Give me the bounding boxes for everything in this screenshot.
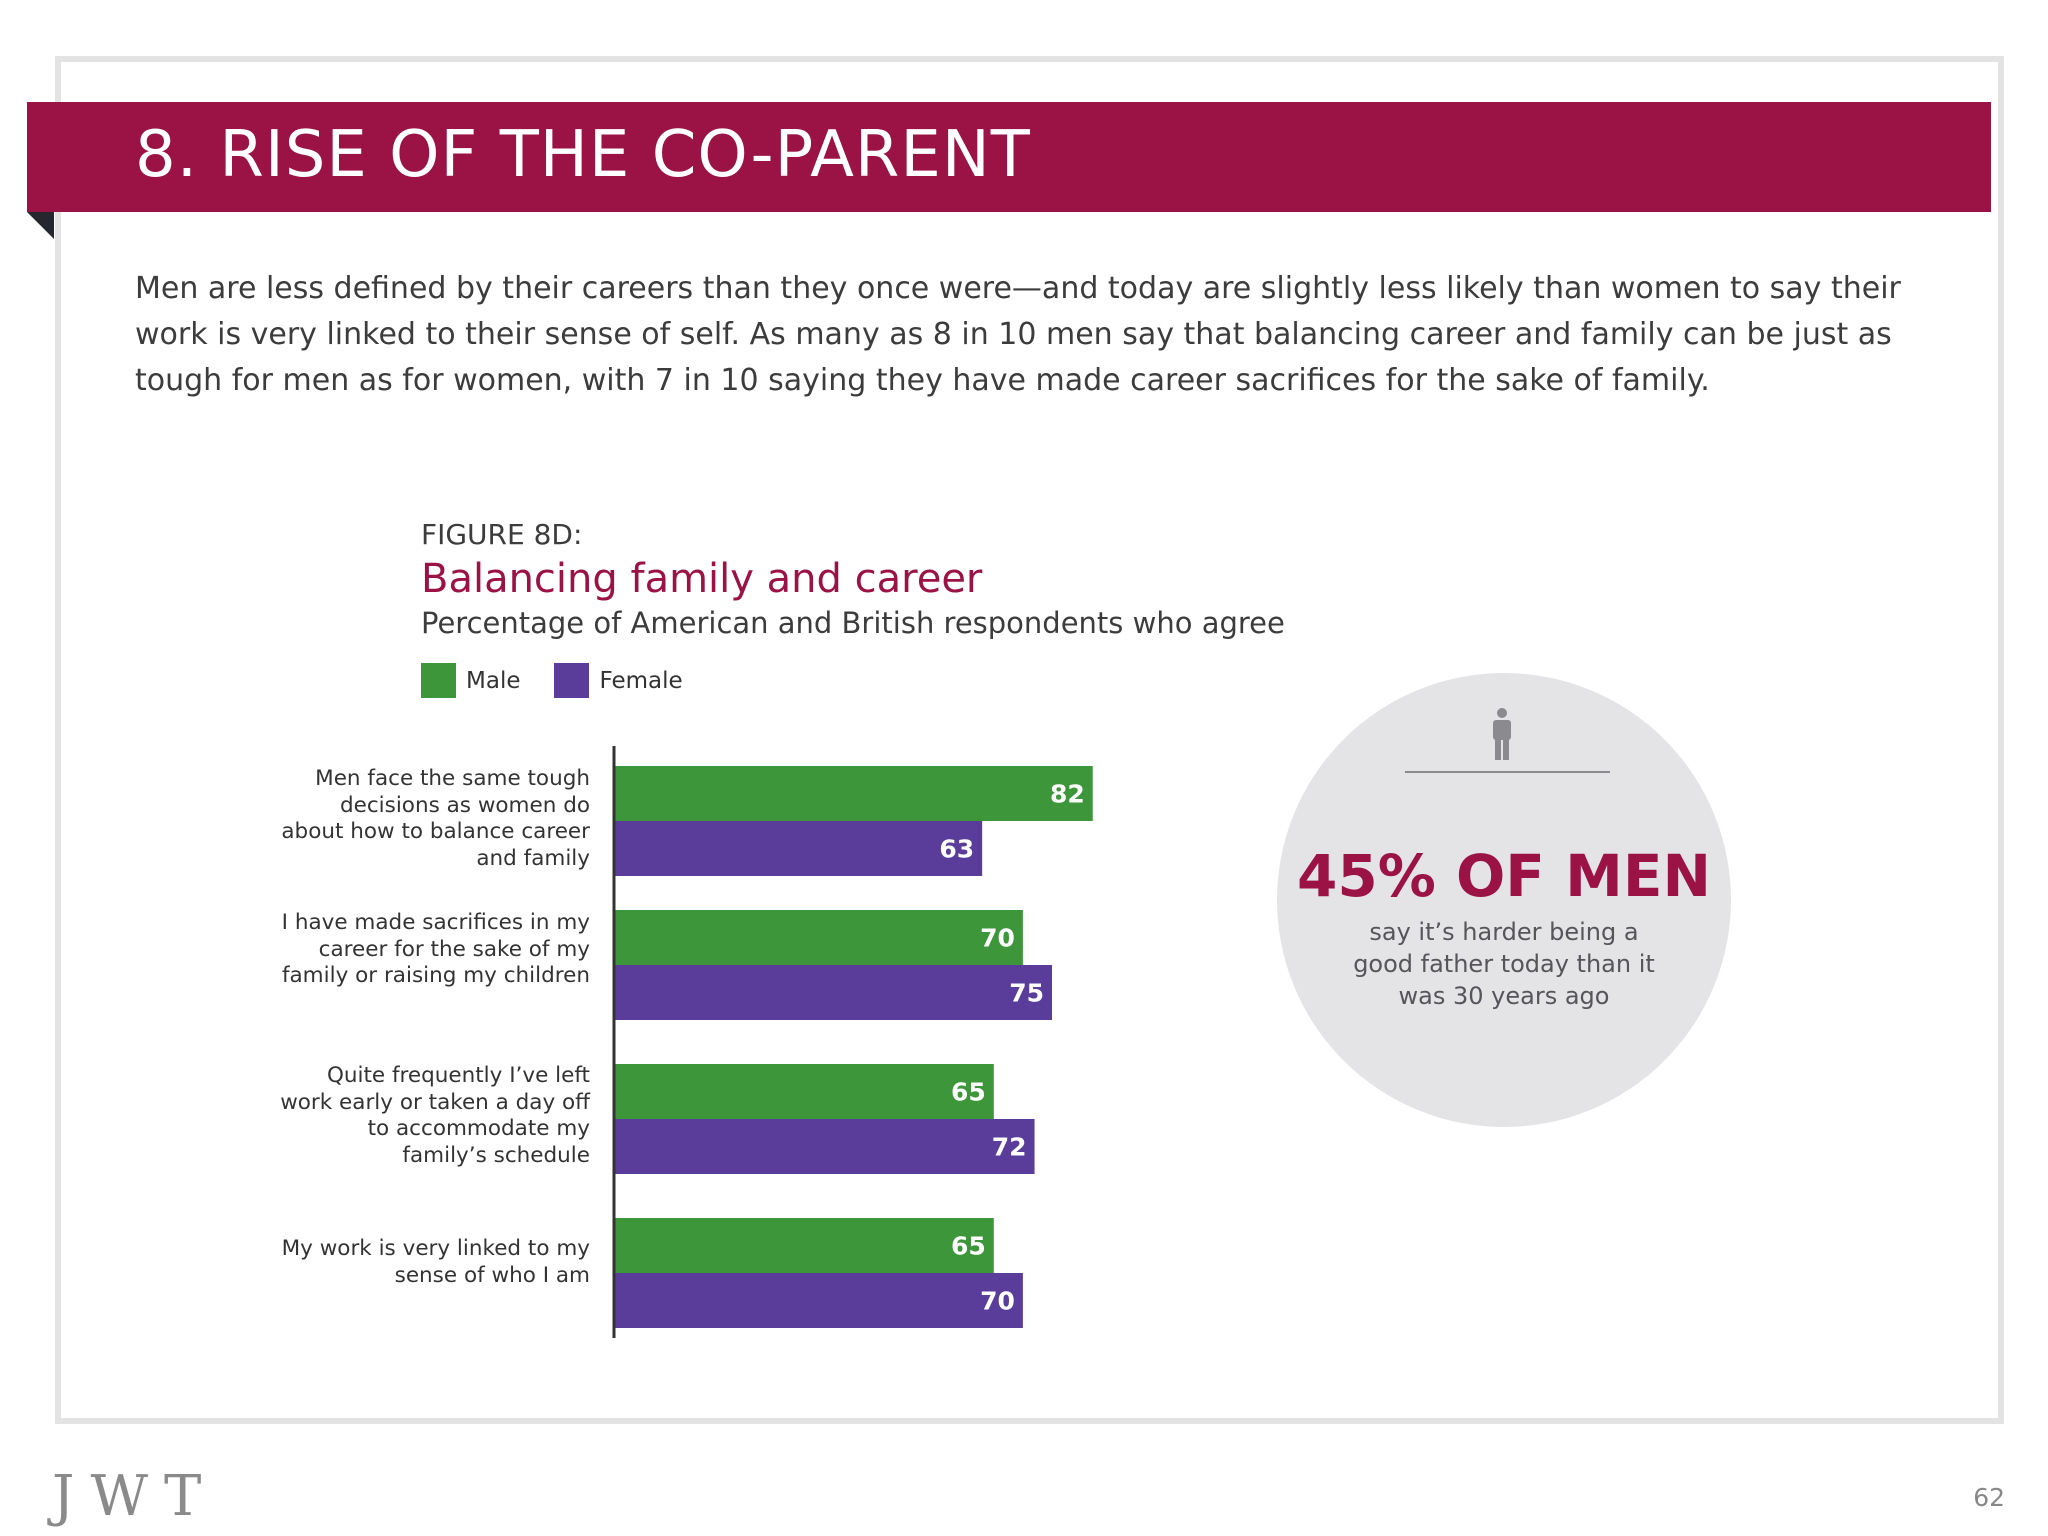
page-title: 8. RISE OF THE CO-PARENT <box>135 118 1031 192</box>
data-label: 75 <box>1009 979 1044 1008</box>
legend-item-male: Male <box>421 663 520 698</box>
callout-divider <box>1405 771 1610 773</box>
bar-male <box>615 1218 994 1273</box>
data-label: 70 <box>980 1287 1015 1316</box>
legend-swatch-female <box>554 663 590 698</box>
data-label: 65 <box>951 1078 986 1107</box>
figure-subtitle: Percentage of American and British respo… <box>421 606 1285 640</box>
data-label: 63 <box>939 835 974 864</box>
man-icon <box>1493 708 1511 760</box>
figure-title: Balancing family and career <box>421 556 983 602</box>
data-label: 65 <box>951 1232 986 1261</box>
legend-swatch-male <box>421 663 456 698</box>
legend-label-male: Male <box>466 667 521 694</box>
category-label: Men face the same tough decisions as wom… <box>281 766 590 871</box>
callout-headline: 45% OF MEN <box>1296 842 1711 910</box>
jwt-logo: JWT <box>52 1464 218 1529</box>
bar-female <box>615 1119 1035 1174</box>
title-banner <box>27 102 1991 212</box>
legend-item-female: Female <box>554 663 683 698</box>
legend-label-female: Female <box>599 667 683 694</box>
banner-fold <box>27 212 54 239</box>
data-label: 82 <box>1050 780 1085 809</box>
figure-label: FIGURE 8D: <box>421 518 583 551</box>
category-label: I have made sacrifices in my career for … <box>281 910 590 988</box>
bar-male <box>615 1064 994 1119</box>
data-label: 72 <box>992 1133 1027 1162</box>
category-label: My work is very linked to my sense of wh… <box>281 1236 590 1288</box>
slide-frame <box>55 56 2004 1424</box>
chart-legend: Male Female <box>421 663 717 698</box>
bar-male <box>615 766 1093 821</box>
category-label: Quite frequently I’ve left work early or… <box>280 1063 590 1168</box>
data-label: 70 <box>980 924 1015 953</box>
bar-female <box>615 821 983 876</box>
page-number: 62 <box>1973 1483 2005 1512</box>
intro-paragraph: Men are less defined by their careers th… <box>135 271 1901 398</box>
bar-female <box>615 1273 1023 1328</box>
callout-caption: say it’s harder being a good father toda… <box>1353 918 1655 1010</box>
bar-female <box>615 965 1052 1020</box>
bar-male <box>615 910 1023 965</box>
